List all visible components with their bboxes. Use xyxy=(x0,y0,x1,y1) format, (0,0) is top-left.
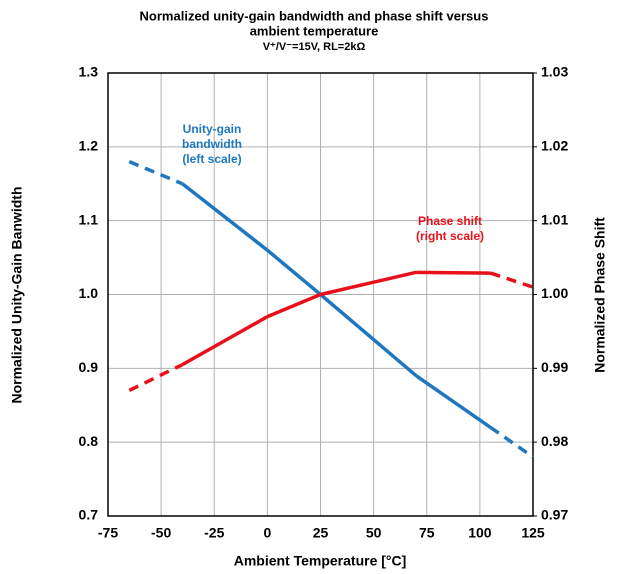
x-tick-label: 50 xyxy=(366,525,382,541)
x-tick-label: -50 xyxy=(151,525,171,541)
x-tick-label: 100 xyxy=(468,525,492,541)
series-line xyxy=(181,315,269,367)
series-line xyxy=(416,270,491,275)
y-tick-label: 1.0 xyxy=(79,285,99,301)
x-tick-label: 75 xyxy=(419,525,435,541)
y-tick-label: 1.3 xyxy=(79,64,99,80)
x-tick-label: -75 xyxy=(98,525,118,541)
series-annotation: Phase shift xyxy=(418,214,482,228)
x-tick-label: 0 xyxy=(263,525,271,541)
y2-tick-label: 0.97 xyxy=(541,507,568,523)
x-tick-label: 125 xyxy=(521,525,545,541)
y-axis-label: Normalized Unity-Gain Banwidth xyxy=(9,186,25,403)
y2-tick-label: 0.98 xyxy=(541,433,568,449)
series-annotation: (left scale) xyxy=(182,152,241,166)
series-line xyxy=(266,248,322,296)
y2-tick-label: 0.99 xyxy=(541,359,568,375)
y2-tick-label: 1.03 xyxy=(541,64,568,80)
series-line xyxy=(266,292,322,319)
series-line xyxy=(319,293,418,378)
y-tick-label: 0.7 xyxy=(79,507,99,523)
chart-title: Normalized unity-gain bandwidth and phas… xyxy=(140,8,489,23)
series-annotation: (right scale) xyxy=(416,229,484,243)
y2-axis-label: Normalized Phase Shift xyxy=(592,217,608,373)
y-tick-label: 1.2 xyxy=(79,138,99,154)
series-line xyxy=(415,374,492,429)
chart-title: ambient temperature xyxy=(250,23,379,38)
series-annotation: bandwidth xyxy=(182,137,242,151)
x-tick-label: -25 xyxy=(204,525,224,541)
y-tick-label: 0.9 xyxy=(79,359,99,375)
x-tick-label: 25 xyxy=(313,525,329,541)
y2-tick-label: 1.02 xyxy=(541,138,568,154)
series-line xyxy=(489,271,534,289)
y2-tick-label: 1.01 xyxy=(541,211,568,227)
x-axis-label: Ambient Temperature [°C] xyxy=(234,553,407,569)
series-line xyxy=(128,159,184,186)
series-line xyxy=(489,425,534,459)
series-line xyxy=(181,182,269,252)
y-tick-label: 0.8 xyxy=(79,433,99,449)
y-tick-label: 1.1 xyxy=(79,211,99,227)
series-line xyxy=(128,363,184,393)
series-line xyxy=(320,270,417,297)
chart-subtitle: V⁺/V⁻=15V, RL=2kΩ xyxy=(263,41,366,53)
series-annotation: Unity-gain xyxy=(183,122,242,136)
y2-tick-label: 1.00 xyxy=(541,285,568,301)
plot-frame xyxy=(107,72,534,517)
